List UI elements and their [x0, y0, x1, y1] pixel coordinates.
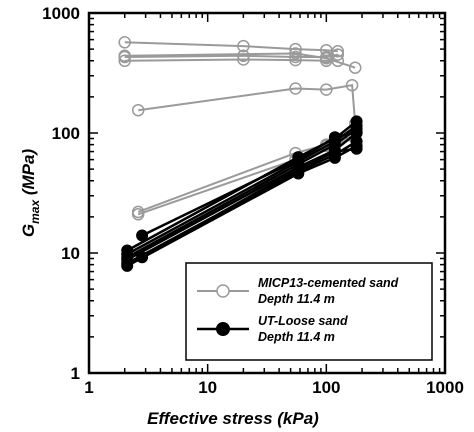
data-point	[320, 51, 333, 65]
series-line	[124, 52, 356, 69]
series-line	[141, 130, 357, 237]
legend-micp-marker	[216, 284, 230, 298]
data-point	[289, 82, 302, 95]
data-point	[350, 126, 363, 138]
series-layer	[118, 36, 363, 272]
x-tick-label: 100	[312, 378, 340, 397]
x-tick-label: 10	[198, 378, 217, 397]
data-point	[350, 142, 363, 155]
data-point	[136, 229, 149, 242]
legend-micp-label: MICP13-cemented sand	[258, 276, 399, 290]
data-point	[118, 49, 131, 63]
data-point	[118, 54, 131, 68]
data-point	[237, 53, 250, 66]
data-point	[331, 45, 345, 58]
y-tick-label: 1	[71, 364, 80, 383]
axis-ticks	[88, 13, 445, 374]
series-line	[138, 84, 357, 124]
legend: MICP13-cemented sand Depth 11.4 m UT-Loo…	[185, 262, 433, 361]
data-point	[289, 50, 302, 64]
data-point	[237, 39, 250, 53]
x-tick-label: 1	[84, 378, 93, 397]
y-axis-title-unit: (MPa)	[19, 149, 38, 200]
y-tick-label: 100	[52, 124, 80, 143]
data-point	[237, 49, 250, 63]
data-point	[348, 61, 362, 74]
axis-tick-labels: 1 10 100 1000 1 10 100 1000	[42, 4, 464, 397]
data-point	[328, 145, 341, 158]
series-line	[124, 41, 338, 53]
data-point	[121, 259, 134, 272]
series-line	[126, 144, 358, 267]
data-point	[289, 53, 302, 67]
data-point	[131, 208, 145, 221]
data-point	[136, 251, 149, 264]
data-point	[345, 78, 359, 92]
series-line	[124, 58, 338, 62]
legend-loose-label: UT-Loose sand	[258, 314, 348, 328]
series-line	[126, 127, 358, 259]
y-tick-label: 10	[61, 244, 80, 263]
y-axis-title: Gmax (MPa)	[19, 149, 42, 238]
legend-micp-label-line2: Depth 11.4 m	[258, 292, 335, 306]
data-point	[328, 131, 341, 144]
data-point	[118, 36, 131, 49]
plot-frame	[87, 11, 447, 375]
data-point	[292, 163, 305, 176]
y-tick-label: 1000	[42, 4, 80, 23]
data-point	[289, 47, 302, 60]
series-line	[126, 132, 358, 261]
data-point	[331, 48, 345, 61]
data-point	[320, 83, 333, 96]
x-axis-title: Effective stress (kPa)	[147, 409, 319, 428]
data-point	[131, 103, 145, 117]
y-axis-title-subscript: max	[28, 199, 42, 224]
data-point	[331, 54, 345, 68]
legend-box	[185, 262, 433, 361]
series-loose	[121, 115, 363, 272]
series-line	[141, 147, 357, 259]
legend-loose-label-line2: Depth 11.4 m	[258, 330, 335, 344]
legend-loose-marker	[216, 322, 230, 336]
x-tick-label: 1000	[426, 378, 464, 397]
